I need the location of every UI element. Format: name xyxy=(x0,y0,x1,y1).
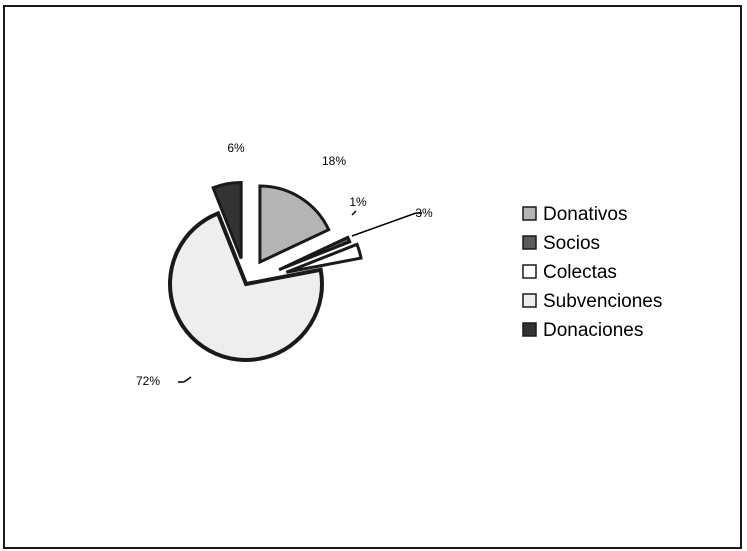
legend-swatch-donaciones xyxy=(522,322,537,337)
pie-label-subvenciones: 72% xyxy=(136,374,160,388)
legend-label-donativos: Donativos xyxy=(543,204,628,225)
legend-swatch-donativos xyxy=(522,206,537,221)
leader-line-subvenciones xyxy=(183,376,192,383)
legend-label-donaciones: Donaciones xyxy=(543,320,643,341)
legend-swatch-socios xyxy=(522,235,537,250)
pie-label-socios: 1% xyxy=(349,195,367,209)
leader-line-socios xyxy=(351,210,357,216)
leader-line-colectas xyxy=(351,212,417,237)
legend-label-colectas: Colectas xyxy=(543,262,617,283)
chart-frame xyxy=(3,5,742,549)
pie-slice-donativos xyxy=(258,184,331,265)
pie-slice-colectas xyxy=(285,242,363,274)
legend-swatch-subvenciones xyxy=(522,293,537,308)
pie-slice-subvenciones xyxy=(168,210,324,362)
pie-labels: 18% 1% 3% 72% 6% xyxy=(136,141,433,388)
pie-slice-socios xyxy=(278,235,352,272)
leader-lines xyxy=(178,210,422,383)
pie-label-donaciones: 6% xyxy=(227,141,245,155)
legend-label-subvenciones: Subvenciones xyxy=(543,291,662,312)
pie-label-colectas: 3% xyxy=(415,206,433,220)
pie-slices xyxy=(168,180,363,362)
legend: Donativos Socios Colectas Subvenciones Donac… xyxy=(522,204,662,341)
pie-slice-donaciones xyxy=(211,180,243,260)
pie-label-donativos: 18% xyxy=(322,154,346,168)
legend-swatch-colectas xyxy=(522,264,537,279)
legend-label-socios: Socios xyxy=(543,233,600,254)
